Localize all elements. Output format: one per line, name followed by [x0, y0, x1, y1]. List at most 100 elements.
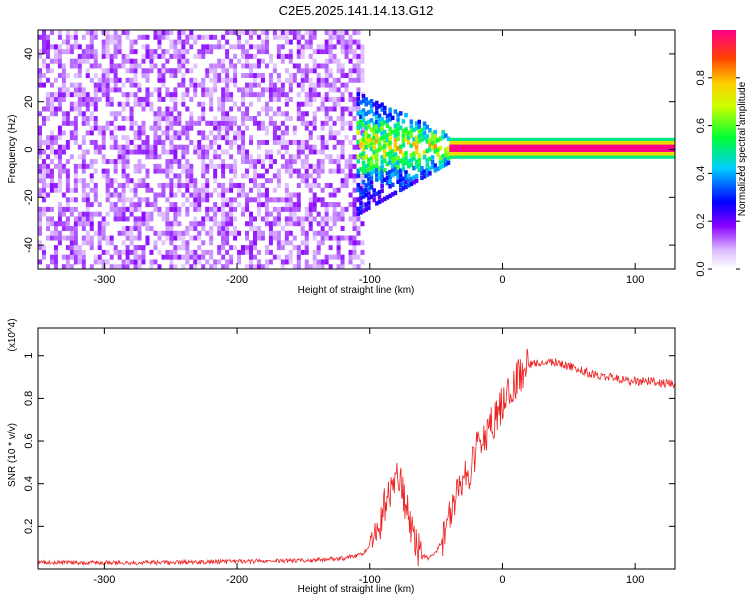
spectrogram-cell: [300, 230, 305, 236]
spectrogram-cell: [213, 139, 218, 145]
spectrogram-cell: [197, 245, 202, 251]
spectrogram-cell: [268, 116, 273, 122]
spectrogram-cell: [288, 211, 293, 217]
spectrogram-cell: [149, 187, 154, 193]
spectrogram-cell: [375, 110, 379, 115]
spectrogram-cell: [276, 206, 281, 212]
spectrogram-cell: [356, 87, 361, 93]
spectrogram-cell: [201, 149, 206, 155]
spectrogram-cell: [245, 249, 250, 255]
spectrogram-cell: [185, 197, 190, 203]
spectrogram-cell: [89, 235, 94, 241]
spectrogram-cell: [53, 225, 58, 231]
spectrogram-cell: [316, 77, 321, 83]
spectrogram-cell: [217, 182, 222, 188]
spectrogram-cell: [101, 249, 106, 255]
spectrogram-cell: [57, 202, 62, 208]
spectrogram-cell: [404, 155, 408, 161]
spectrogram-cell: [217, 63, 222, 69]
spectrogram-cell: [296, 30, 301, 35]
spectrogram-cell: [348, 96, 353, 102]
spectrogram-cell: [328, 159, 333, 165]
spectrogram-cell: [137, 101, 142, 107]
spectrogram-cell: [129, 225, 134, 231]
snr-x-tick-label: -200: [226, 574, 248, 586]
spectrogram-cell: [173, 96, 178, 102]
spectrogram-cell: [256, 63, 261, 69]
spectrogram-cell: [73, 58, 78, 64]
spectrogram-cell: [385, 180, 390, 186]
spectrogram-cell: [260, 92, 265, 98]
spectrogram-cell: [336, 30, 341, 35]
spectrogram-cell: [125, 159, 130, 165]
spectrogram-cell: [81, 197, 86, 203]
spectrogram-cell: [233, 82, 238, 88]
spectrogram-cell: [336, 245, 341, 251]
spectrogram-cell: [320, 96, 325, 102]
spectrogram-cell: [117, 149, 122, 155]
spectrogram-cell: [425, 158, 430, 163]
spectrogram-cell: [113, 178, 118, 184]
spectrogram-cell: [284, 221, 289, 227]
spectrogram-cell: [173, 135, 178, 141]
spectrogram-cell: [233, 197, 238, 203]
spectrogram-cell: [304, 39, 309, 45]
spectrogram-cell: [145, 173, 150, 179]
spectrogram-cell: [65, 245, 70, 251]
spectrogram-cell: [260, 264, 265, 270]
spectrogram-cell: [396, 165, 400, 170]
spectrogram-cell: [292, 30, 297, 35]
spectrogram-cell: [372, 188, 376, 193]
spectrogram-cell: [304, 182, 309, 188]
spectrogram-cell: [409, 129, 414, 134]
spectrogram-cell: [304, 92, 309, 98]
spectrogram-cell: [272, 96, 277, 102]
spectrogram-cell: [249, 34, 254, 40]
spectrogram-cell: [177, 235, 182, 241]
spectrogram-cell: [165, 130, 170, 136]
spectrogram-cell: [359, 143, 363, 148]
spectrogram-cell: [201, 182, 206, 188]
spectrogram-cell: [201, 221, 206, 227]
spectrogram-cell: [356, 106, 361, 112]
spectrogram-cell: [209, 254, 214, 260]
spectrogram-cell: [284, 206, 289, 212]
spectrogram-cell: [65, 39, 70, 45]
spectrogram-cell: [268, 178, 273, 184]
spectrogram-cell: [177, 63, 182, 69]
spectrogram-cell: [173, 101, 178, 107]
spectrogram-cell: [296, 116, 301, 122]
spectrogram-cell: [213, 163, 218, 169]
spectrogram-cell: [57, 168, 62, 174]
spectrogram-cell: [433, 168, 437, 173]
spectrogram-cell: [256, 182, 261, 188]
spectrogram-cell: [105, 39, 110, 45]
spectrogram-cell: [264, 154, 269, 160]
spectrogram-cell: [69, 106, 74, 112]
spectrogram-cell: [292, 125, 297, 131]
spectrogram-cell: [225, 49, 230, 55]
spectrogram-cell: [197, 206, 202, 212]
spectrogram-cell: [237, 106, 242, 112]
spectrogram-cell: [233, 159, 238, 165]
spectrogram-cell: [213, 154, 218, 160]
spectrogram-cell: [117, 34, 122, 40]
spectrogram-cell: [185, 240, 190, 246]
spectrogram-cell: [320, 235, 325, 241]
spectrogram-cell: [324, 92, 329, 98]
spectrogram-cell: [57, 159, 62, 165]
spectrogram-cell: [237, 34, 242, 40]
spectrogram-cell: [161, 216, 166, 222]
spectrogram-cell: [53, 149, 58, 155]
spectrogram-cell: [233, 245, 238, 251]
spectrogram-cell: [292, 159, 297, 165]
spectrogram-cell: [348, 216, 353, 222]
spectrogram-cell: [153, 116, 158, 122]
spectrogram-cell: [53, 53, 58, 59]
spectrogram-cell: [61, 168, 66, 174]
spectrogram-cell: [185, 106, 190, 112]
spectrogram-cell: [109, 130, 114, 136]
spectrogram-cell: [308, 225, 313, 231]
spectrogram-cell: [444, 162, 448, 167]
spectrogram-cell: [356, 154, 360, 159]
